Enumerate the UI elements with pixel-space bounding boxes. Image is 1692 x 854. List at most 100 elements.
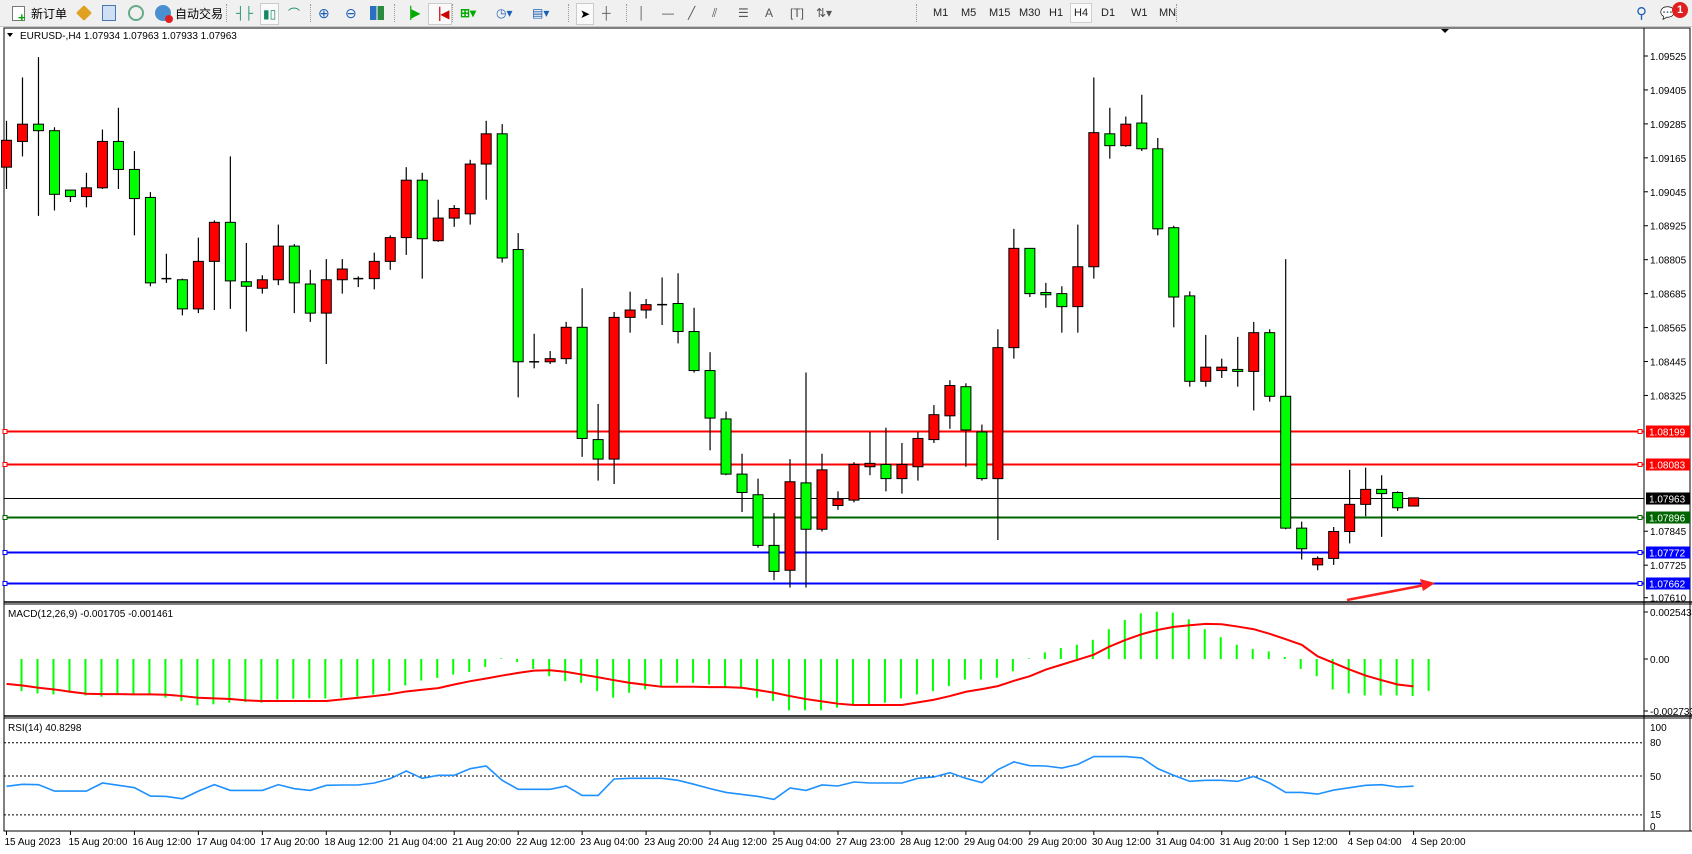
candle[interactable] <box>624 291 636 333</box>
bar-chart-button[interactable]: ┤├ <box>236 3 253 23</box>
templates-button[interactable]: ▤▾ <box>532 3 549 23</box>
candle[interactable] <box>529 333 540 369</box>
candle[interactable] <box>848 462 860 503</box>
candle[interactable] <box>960 383 972 467</box>
candle[interactable] <box>688 307 700 373</box>
candle[interactable] <box>992 329 1004 541</box>
tile-windows-button[interactable] <box>370 3 384 23</box>
candle[interactable] <box>96 129 108 189</box>
candle[interactable] <box>1184 291 1196 387</box>
notification-button[interactable]: 💬 <box>1660 3 1675 23</box>
indicators-button[interactable]: ⊞▾ <box>460 3 476 23</box>
candle[interactable] <box>448 205 460 227</box>
candle[interactable] <box>657 277 668 326</box>
timeframe-m1[interactable]: M1 <box>933 7 949 19</box>
cursor-button[interactable]: ➤ <box>576 3 595 25</box>
candle[interactable] <box>1248 321 1260 411</box>
new-order-button[interactable]: + 新订单 <box>12 3 67 24</box>
candle[interactable] <box>288 244 300 314</box>
candle[interactable] <box>1312 556 1324 571</box>
candle[interactable] <box>336 259 348 294</box>
candle[interactable] <box>784 459 796 588</box>
candle[interactable] <box>1152 138 1164 236</box>
candle[interactable] <box>928 405 940 443</box>
candle[interactable] <box>1168 225 1180 328</box>
candle[interactable] <box>880 427 892 492</box>
candle[interactable] <box>304 269 316 322</box>
line-handle[interactable] <box>1637 429 1643 434</box>
candle[interactable] <box>353 276 364 288</box>
candle[interactable] <box>192 237 204 314</box>
candle[interactable] <box>592 403 604 481</box>
candle[interactable] <box>1024 247 1036 298</box>
line-handle[interactable] <box>2 462 8 467</box>
timeframe-m30[interactable]: M30 <box>1019 7 1041 19</box>
auto-trading-button[interactable]: 自动交易 <box>155 3 223 23</box>
arrow-annotation[interactable] <box>1346 583 1426 602</box>
candle[interactable] <box>1264 329 1276 402</box>
candle[interactable] <box>1 120 12 189</box>
candle[interactable] <box>976 424 988 481</box>
candle[interactable] <box>1088 77 1100 279</box>
candle[interactable] <box>1344 469 1356 544</box>
timeframe-h1[interactable]: H1 <box>1049 7 1064 19</box>
candle[interactable] <box>1056 286 1068 333</box>
candle[interactable] <box>128 151 140 236</box>
candlestick-button[interactable]: ▮▯ <box>260 3 280 25</box>
candle[interactable] <box>672 273 684 344</box>
candle[interactable] <box>560 321 572 365</box>
candle[interactable] <box>32 57 44 216</box>
candle[interactable] <box>64 189 76 202</box>
line-handle[interactable] <box>2 515 8 520</box>
candle[interactable] <box>1040 282 1052 308</box>
candle[interactable] <box>1232 336 1244 387</box>
candle[interactable] <box>161 253 172 283</box>
candle[interactable] <box>704 352 716 451</box>
fibonacci-button[interactable]: ☰ <box>738 3 749 23</box>
candle[interactable] <box>640 298 652 319</box>
candle[interactable] <box>464 159 476 225</box>
candle[interactable] <box>496 124 508 263</box>
vertical-line-button[interactable]: │ <box>638 3 646 23</box>
candle[interactable] <box>768 513 780 581</box>
candle[interactable] <box>1120 116 1132 147</box>
data-window-button[interactable] <box>102 3 116 23</box>
zoom-in-button[interactable]: ⊕ <box>318 3 330 23</box>
arrows-button[interactable]: ⇅▾ <box>816 3 832 23</box>
line-handle[interactable] <box>2 581 8 586</box>
candle[interactable] <box>1136 94 1148 152</box>
line-handle[interactable] <box>1637 581 1643 586</box>
candle[interactable] <box>1328 526 1340 565</box>
text-button[interactable]: A <box>765 3 773 23</box>
crosshair-button[interactable]: ┼ <box>602 3 611 23</box>
candle[interactable] <box>1008 228 1020 359</box>
candle[interactable] <box>240 242 252 332</box>
timeframe-h4[interactable]: H4 <box>1070 3 1093 23</box>
candle[interactable] <box>864 431 876 476</box>
candle[interactable] <box>112 107 124 189</box>
auto-scroll-button[interactable]: ▕▶ <box>402 3 420 23</box>
candle[interactable] <box>384 235 396 270</box>
candle[interactable] <box>256 275 268 294</box>
equidistant-channel-button[interactable]: ⫽ <box>712 3 717 23</box>
signals-button[interactable] <box>128 3 144 23</box>
timeframe-m15[interactable]: M15 <box>989 7 1011 19</box>
candle[interactable] <box>800 372 812 588</box>
search-button[interactable]: ⚲ <box>1636 3 1647 23</box>
line-handle[interactable] <box>2 429 8 434</box>
candle[interactable] <box>1216 358 1228 378</box>
timeframe-mn[interactable]: MN <box>1159 7 1177 19</box>
line-handle[interactable] <box>2 550 8 555</box>
periods-button[interactable]: ◷▾ <box>496 3 513 23</box>
candle[interactable] <box>1392 491 1404 511</box>
candle[interactable] <box>1296 521 1308 560</box>
candle[interactable] <box>608 312 620 484</box>
candle[interactable] <box>416 172 428 279</box>
line-chart-button[interactable]: ⌒ <box>288 3 300 23</box>
candle[interactable] <box>832 491 844 510</box>
candle[interactable] <box>480 120 492 200</box>
candle[interactable] <box>272 224 284 286</box>
candle[interactable] <box>400 167 412 255</box>
zoom-out-button[interactable]: ⊖ <box>345 3 357 23</box>
timeframe-d1[interactable]: D1 <box>1101 7 1116 19</box>
